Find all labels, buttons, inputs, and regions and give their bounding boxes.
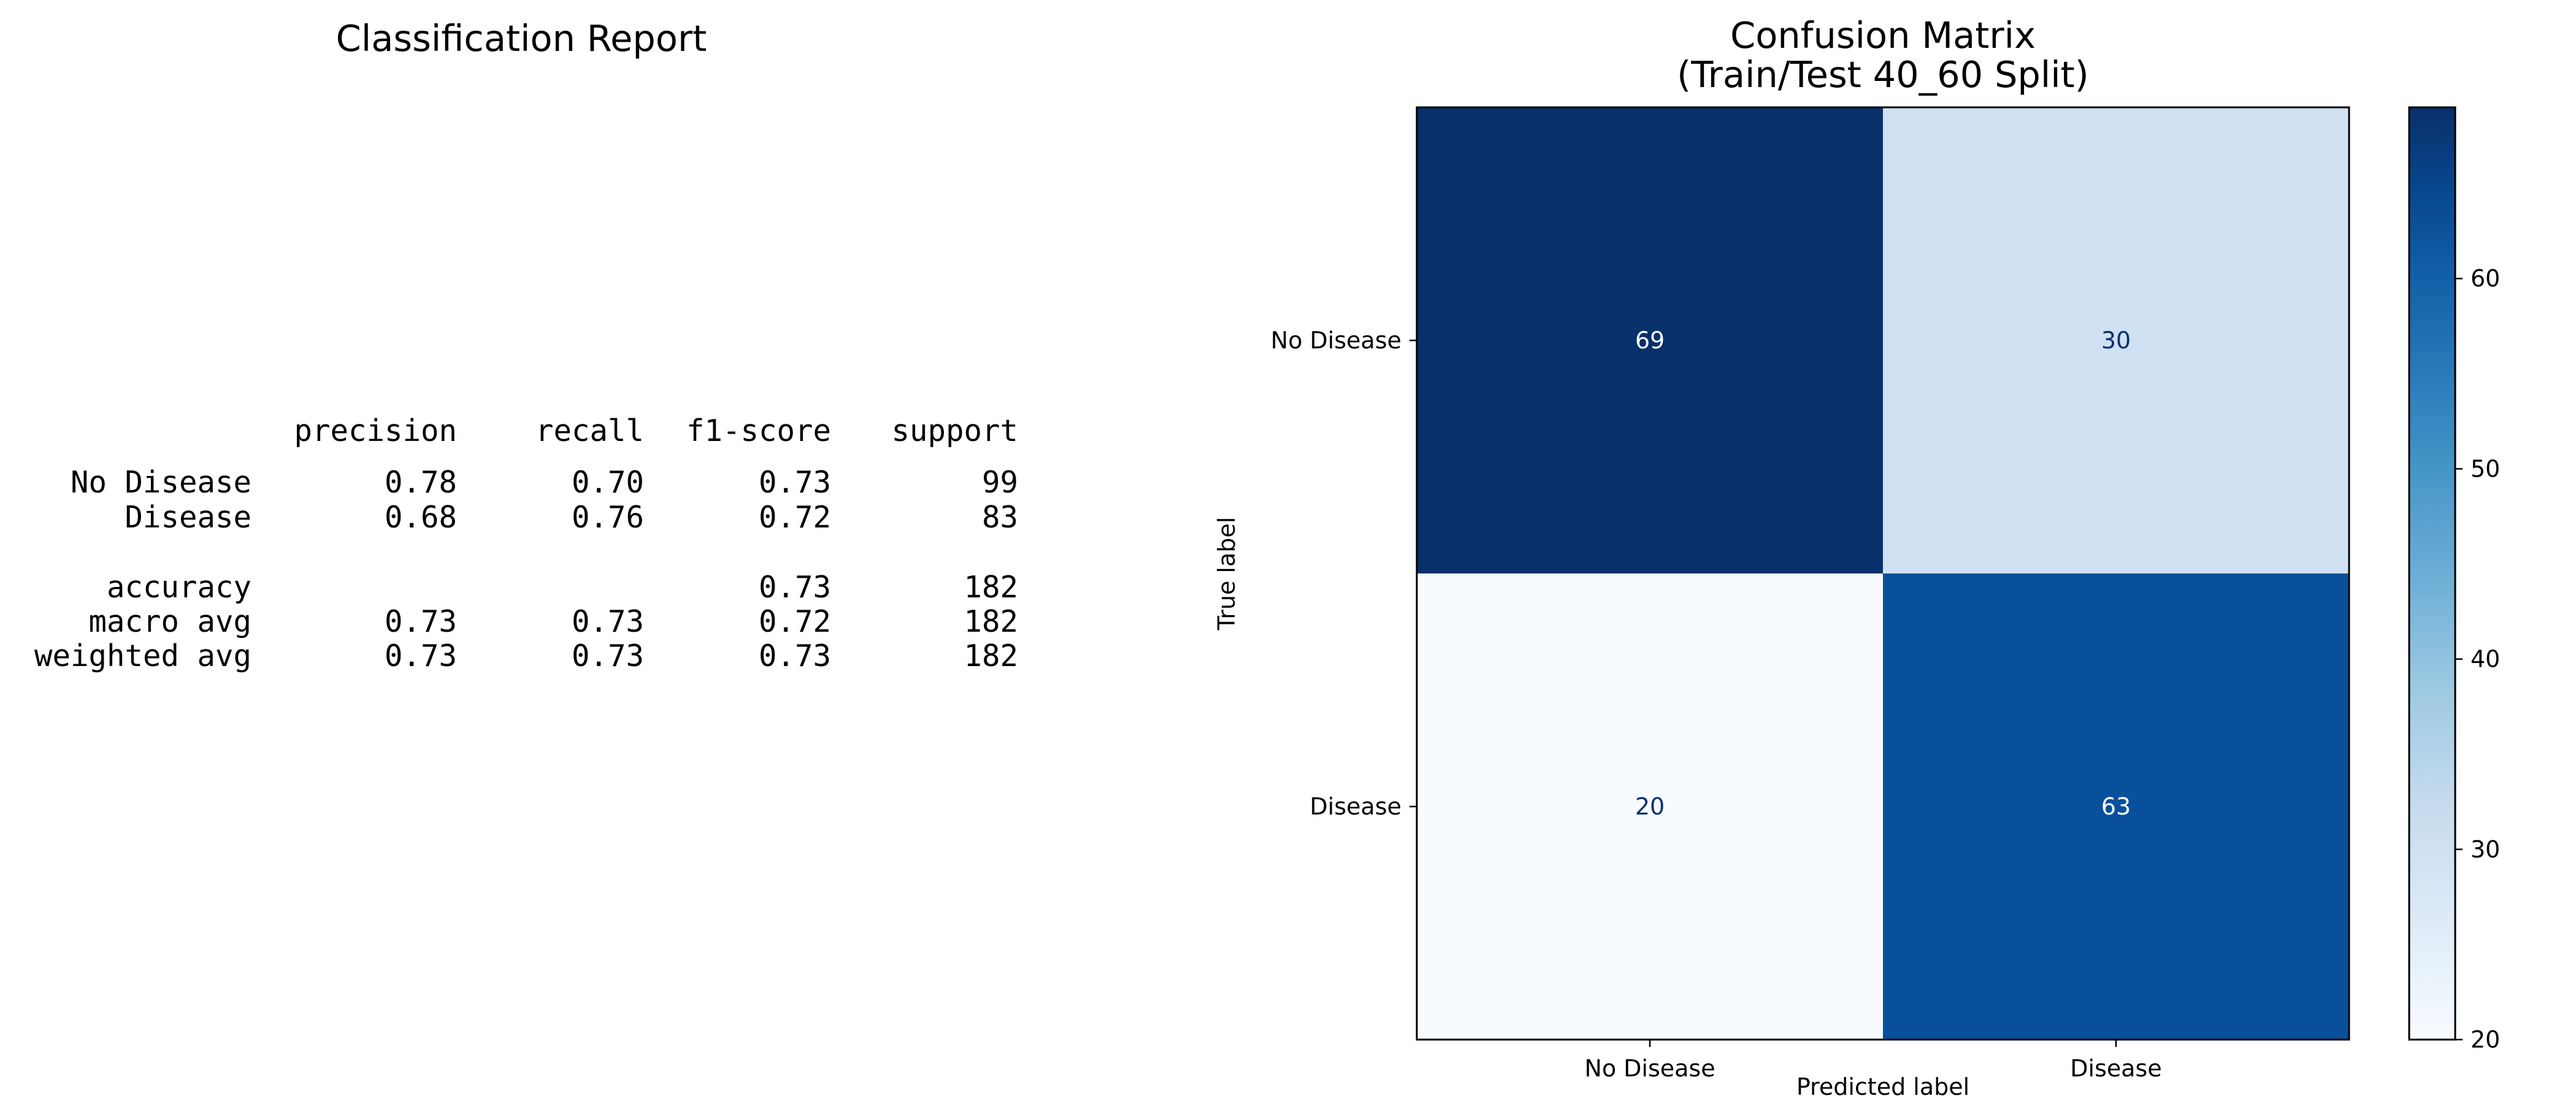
report-row-label: weighted avg — [34, 638, 251, 673]
report-cell: 0.73 — [571, 604, 644, 639]
report-title: Classification Report — [335, 17, 707, 59]
colorbar-tick-label: 60 — [2471, 265, 2500, 292]
x-tick-label: Disease — [2070, 1055, 2161, 1082]
report-column-header: support — [891, 413, 1018, 448]
report-cell: 0.68 — [384, 500, 457, 535]
report-row-label: No Disease — [70, 465, 251, 500]
report-row-label: macro avg — [88, 604, 251, 639]
cell-value-label: 20 — [1635, 793, 1665, 820]
report-column-header: f1-score — [686, 413, 831, 448]
chart-title-line: (Train/Test 40_60 Split) — [1677, 53, 2089, 96]
report-cell: 99 — [981, 465, 1018, 500]
report-cell: 0.73 — [384, 604, 457, 639]
report-cell: 0.72 — [758, 604, 831, 639]
report-cell: 0.70 — [571, 465, 644, 500]
cell-value-label: 30 — [2101, 327, 2131, 354]
report-cell: 0.76 — [571, 500, 644, 535]
report-cell: 0.73 — [758, 465, 831, 500]
heatmap-cell — [1883, 107, 2349, 573]
report-row-label: accuracy — [106, 570, 251, 605]
y-tick-label: Disease — [1310, 793, 1401, 820]
report-cell: 0.72 — [758, 500, 831, 535]
report-cell: 182 — [964, 570, 1018, 605]
y-tick-label: No Disease — [1271, 327, 1401, 354]
colorbar-tick-label: 20 — [2471, 1026, 2500, 1053]
cell-value-label: 69 — [1635, 327, 1665, 354]
heatmap-cell — [1883, 573, 2349, 1040]
report-cell: 182 — [964, 604, 1018, 639]
colorbar — [2408, 106, 2456, 1041]
report-cell: 83 — [981, 500, 1018, 535]
cell-value-label: 63 — [2101, 793, 2131, 820]
colorbar-tick-label: 30 — [2471, 836, 2500, 863]
report-row-label: Disease — [125, 500, 251, 535]
colorbar-tick-label: 40 — [2471, 646, 2500, 673]
report-cell: 0.73 — [758, 638, 831, 673]
colorbar-tick-label: 50 — [2471, 455, 2500, 482]
report-column-header: precision — [294, 413, 457, 448]
report-cell: 182 — [964, 638, 1018, 673]
chart-title-line: Confusion Matrix — [1730, 14, 2036, 56]
y-axis-label: True label — [1213, 517, 1240, 631]
matrix-frame — [1416, 106, 2350, 1041]
classification-report: Classification Report precision recall f1-… — [0, 0, 1104, 1104]
report-column-header: recall — [535, 413, 644, 448]
x-axis-label: Predicted label — [1796, 1073, 1969, 1100]
x-tick-label: No Disease — [1584, 1055, 1715, 1082]
report-cell: 0.73 — [758, 570, 831, 605]
report-cell: 0.73 — [384, 638, 457, 673]
report-cell: 0.73 — [571, 638, 644, 673]
report-cell: 0.78 — [384, 465, 457, 500]
heatmap-cell — [1417, 573, 1883, 1040]
heatmap-cell — [1417, 107, 1883, 573]
